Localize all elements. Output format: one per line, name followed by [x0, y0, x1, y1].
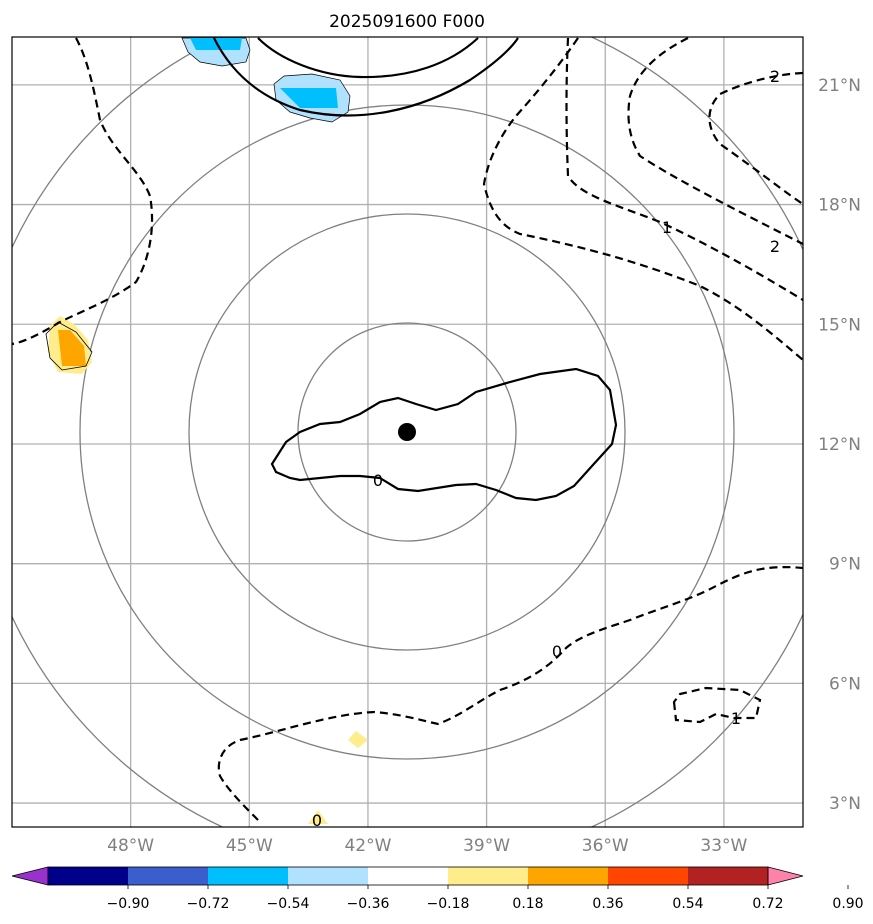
colorbar-segment	[208, 867, 289, 885]
colorbar-extend-low	[11, 866, 49, 886]
latitude-tick-label: 12°N	[818, 435, 861, 455]
storm-center-marker	[398, 423, 416, 441]
colorbar-tick-label: −0.54	[267, 896, 310, 912]
negative-anomaly-core	[280, 88, 338, 108]
range-rings	[12, 37, 803, 827]
colorbar-segment	[128, 867, 209, 885]
gridlines	[12, 37, 803, 827]
longitude-tick-label: 42°W	[344, 836, 391, 856]
colorbar-segment	[48, 867, 129, 885]
solid-contours	[213, 37, 618, 502]
range-ring	[188, 213, 626, 651]
solid-contour	[213, 37, 519, 117]
contour-label: 2	[770, 237, 780, 256]
dashed-contour	[12, 37, 154, 346]
contour-label: 0	[312, 811, 322, 830]
colorbar-segment	[528, 867, 609, 885]
contour-label: 1	[662, 218, 672, 237]
latitude-tick-label: 21°N	[818, 76, 861, 96]
colorbar-tick-label: −0.36	[347, 896, 390, 912]
colorbar-segment	[288, 867, 369, 885]
colorbar-outline	[47, 866, 769, 886]
longitude-tick-label: 48°W	[107, 836, 154, 856]
dashed-contour	[565, 37, 803, 301]
latitude-tick-label: 6°N	[829, 674, 861, 694]
longitude-tick-label: 36°W	[582, 836, 629, 856]
range-ring	[79, 104, 735, 760]
solid-contour	[257, 37, 479, 79]
colorbar-segment	[368, 867, 449, 885]
latitude-tick-label: 15°N	[818, 315, 861, 335]
longitude-tick-label: 45°W	[226, 836, 273, 856]
colorbar-tick-label: 0.90	[832, 896, 863, 912]
range-ring	[297, 322, 517, 542]
colorbar-segment	[688, 867, 769, 885]
colorbar-extend-high	[767, 866, 804, 886]
colorbar-tick-label: 0.54	[672, 896, 703, 912]
dashed-contour	[672, 686, 762, 724]
dashed-contour	[217, 566, 803, 821]
chart-title: 2025091600 F000	[329, 12, 485, 32]
colorbar-segment	[608, 867, 689, 885]
colorbar: −0.90 −0.72 −0.54 −0.36 −0.18 0.18 0.36 0.54 0.7…	[11, 866, 864, 912]
dashed-contour	[627, 37, 803, 245]
positive-anomaly-patch	[348, 731, 368, 748]
colorbar-tick-label: −0.18	[427, 896, 470, 912]
dashed-contour	[708, 71, 803, 205]
colorbar-tick-label: −0.90	[107, 896, 150, 912]
contour-labels: 0 0 1 1 2 2 0	[312, 67, 780, 830]
map-frame	[11, 36, 804, 828]
longitude-tick-label: 33°W	[700, 836, 747, 856]
contour-label: 2	[770, 67, 780, 86]
colorbar-tick-label: 0.36	[592, 896, 623, 912]
contour-label: 0	[373, 471, 383, 490]
colorbar-tick-label: −0.72	[187, 896, 230, 912]
colorbar-tick-label: 0.72	[752, 896, 783, 912]
contour-label: 0	[552, 642, 562, 661]
colorbar-segment	[448, 867, 529, 885]
contour-label: 1	[731, 709, 741, 728]
latitude-tick-label: 18°N	[818, 196, 861, 216]
dashed-contours	[12, 37, 803, 821]
longitude-tick-label: 39°W	[463, 836, 510, 856]
dashed-contour	[482, 37, 803, 361]
latitude-tick-label: 3°N	[829, 794, 861, 814]
positive-anomaly-outline	[45, 321, 93, 371]
zero-contour	[270, 367, 618, 502]
positive-anomaly-core	[58, 330, 86, 366]
longitude-labels: 48°W 45°W 42°W 39°W 36°W 33°W	[107, 836, 747, 856]
colorbar-tick-label: 0.18	[512, 896, 543, 912]
positive-anomaly-patch	[308, 810, 328, 824]
latitude-labels: 21°N 18°N 15°N 12°N 9°N 6°N 3°N	[818, 76, 861, 814]
latitude-tick-label: 9°N	[829, 555, 861, 575]
